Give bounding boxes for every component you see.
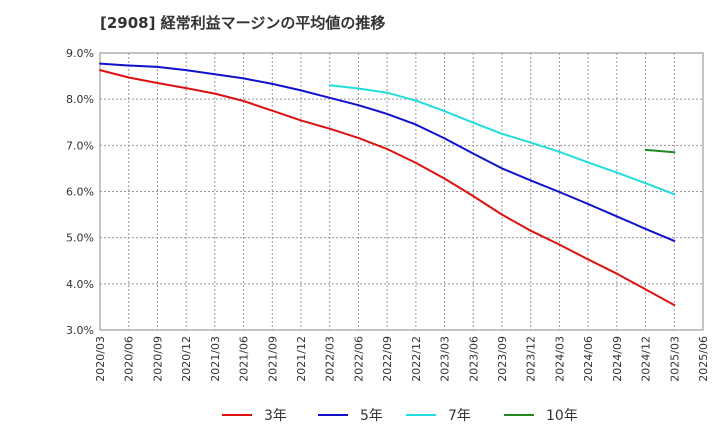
y-tick-label: 6.0% xyxy=(66,186,94,199)
series-line-10年 xyxy=(644,148,676,154)
legend-label: 5年 xyxy=(360,408,383,424)
x-tick-label: 2024/09 xyxy=(611,336,624,382)
x-tick-label: 2022/03 xyxy=(324,336,337,382)
x-tick-labels: 2020/03 2020/06 2020/09 2020/12 2021/03 2021/… xyxy=(94,336,710,382)
x-tick-label: 2024/06 xyxy=(582,336,595,382)
x-tick-label: 2022/12 xyxy=(410,336,423,382)
series-lines xyxy=(99,62,676,307)
x-tick-label: 2023/12 xyxy=(525,336,538,382)
series-line-3年 xyxy=(99,69,676,307)
x-tick-label: 2023/03 xyxy=(439,336,452,382)
legend-swatch xyxy=(406,414,436,416)
x-tick-label: 2022/09 xyxy=(381,336,394,382)
x-tick-label: 2022/06 xyxy=(352,336,365,382)
series-line-7年 xyxy=(328,84,676,196)
x-tick-label: 2024/03 xyxy=(553,336,566,382)
y-tick-label: 9.0% xyxy=(66,47,94,60)
series-line-5年 xyxy=(99,62,676,242)
legend-item: 10年 xyxy=(504,404,578,426)
y-tick-label: 3.0% xyxy=(66,324,94,337)
legend-label: 10年 xyxy=(546,408,578,424)
x-tick-label: 2021/12 xyxy=(295,336,308,382)
y-tick-labels: 3.0% 4.0% 5.0% 6.0% 7.0% 8.0% 9.0% xyxy=(66,47,94,337)
y-tick-label: 5.0% xyxy=(66,232,94,245)
y-tick-label: 4.0% xyxy=(66,278,94,291)
x-tick-label: 2023/09 xyxy=(496,336,509,382)
legend: 3年 5年 7年 10年 xyxy=(0,404,720,426)
x-tick-label: 2020/09 xyxy=(151,336,164,382)
legend-label: 3年 xyxy=(264,408,287,424)
gridlines xyxy=(100,53,703,330)
y-tick-label: 8.0% xyxy=(66,93,94,106)
plot-frame xyxy=(99,52,704,331)
chart-title: [2908] 経常利益マージンの平均値の推移 xyxy=(100,14,386,32)
axes xyxy=(99,52,704,331)
legend-label: 7年 xyxy=(448,408,471,424)
x-tick-label: 2021/03 xyxy=(209,336,222,382)
x-tick-label: 2024/12 xyxy=(640,336,653,382)
legend-item: 7年 xyxy=(406,404,471,426)
x-tick-label: 2021/09 xyxy=(266,336,279,382)
legend-item: 3年 xyxy=(222,404,287,426)
x-tick-label: 2020/06 xyxy=(123,336,136,382)
legend-swatch xyxy=(222,414,252,416)
x-tick-label: 2021/06 xyxy=(238,336,251,382)
x-tick-label: 2025/06 xyxy=(697,336,710,382)
x-tick-label: 2025/03 xyxy=(668,336,681,382)
legend-item: 5年 xyxy=(318,404,383,426)
legend-swatch xyxy=(504,414,534,416)
y-tick-label: 7.0% xyxy=(66,139,94,152)
legend-swatch xyxy=(318,414,348,416)
x-tick-label: 2020/03 xyxy=(94,336,107,382)
x-tick-label: 2023/06 xyxy=(467,336,480,382)
x-tick-label: 2020/12 xyxy=(180,336,193,382)
